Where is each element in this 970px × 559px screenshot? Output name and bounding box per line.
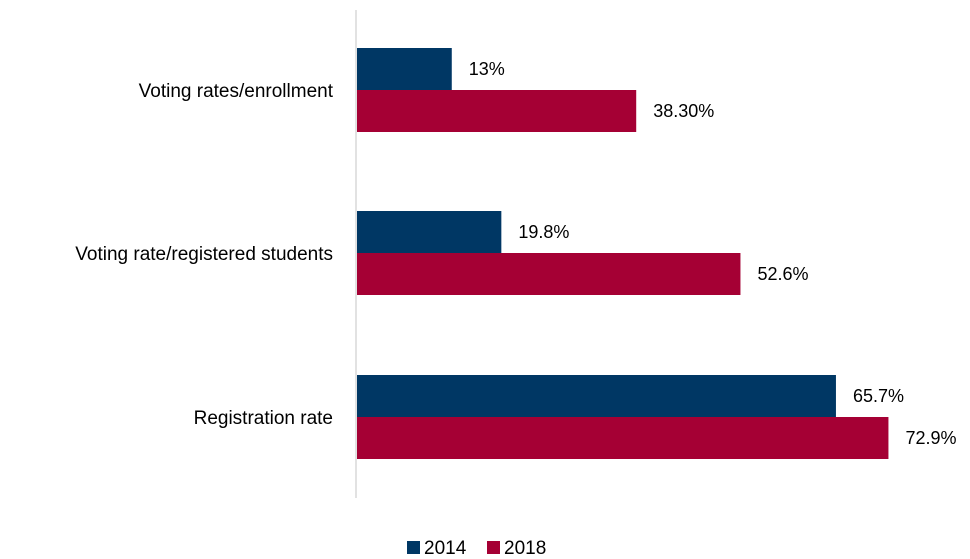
category-label-registration-rate: Registration rate [194,408,333,429]
bar-2018-voting-rates-enrollment [357,90,637,132]
legend-label-2018: 2018 [504,538,546,559]
plot-area: Voting rates/enrollment 13% 38.30% Voting r… [75,48,956,459]
bar-2014-voting-rates-enrollment [357,48,452,90]
legend-label-2014: 2014 [424,538,467,559]
bar-2018-voting-rate-registered-students [357,253,741,295]
bar-2018-registration-rate [357,417,889,459]
data-label-2018-registration-rate: 72.9% [905,428,956,448]
data-label-2014-voting-rates-enrollment: 13% [469,59,505,79]
data-label-2014-voting-rate-registered-students: 19.8% [518,222,569,242]
category-label-voting-rates-enrollment: Voting rates/enrollment [139,81,334,102]
data-label-2014-registration-rate: 65.7% [853,386,904,406]
bar-2014-voting-rate-registered-students [357,211,502,253]
data-label-2018-voting-rates-enrollment: 38.30% [653,101,714,121]
legend: 2014 2018 [407,538,546,559]
bar-2014-registration-rate [357,375,836,417]
legend-swatch-2014 [407,541,420,554]
legend-swatch-2018 [487,541,500,554]
category-label-voting-rate-registered-students: Voting rate/registered students [75,244,333,265]
data-label-2018-voting-rate-registered-students: 52.6% [757,264,808,284]
